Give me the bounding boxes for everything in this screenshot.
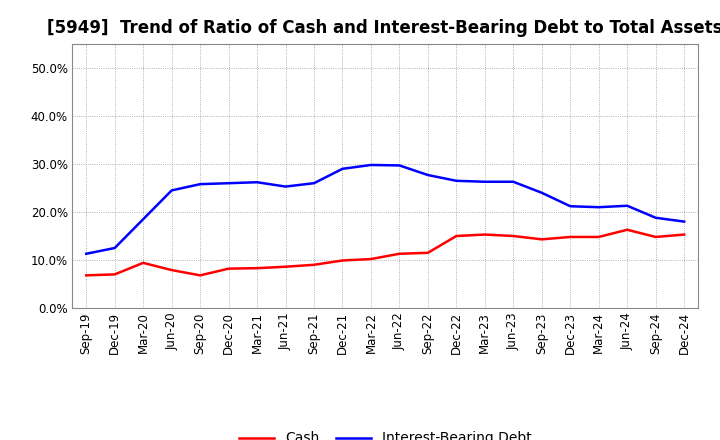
Cash (139, 260, 148, 265)
Cash (110, 272, 119, 277)
Interest-Bearing Debt (110, 246, 119, 251)
Cash (509, 233, 518, 238)
Interest-Bearing Debt (509, 179, 518, 184)
Cash (452, 233, 461, 238)
Cash (480, 232, 489, 237)
Line: Interest-Bearing Debt: Interest-Bearing Debt (86, 165, 684, 254)
Cash (623, 227, 631, 232)
Interest-Bearing Debt (423, 172, 432, 178)
Cash (680, 232, 688, 237)
Cash (167, 268, 176, 273)
Cash (395, 251, 404, 257)
Title: [5949]  Trend of Ratio of Cash and Interest-Bearing Debt to Total Assets: [5949] Trend of Ratio of Cash and Intere… (48, 19, 720, 37)
Interest-Bearing Debt (139, 216, 148, 222)
Cash (338, 258, 347, 263)
Interest-Bearing Debt (480, 179, 489, 184)
Cash (225, 266, 233, 271)
Cash (310, 262, 318, 268)
Interest-Bearing Debt (196, 182, 204, 187)
Cash (652, 235, 660, 240)
Interest-Bearing Debt (82, 251, 91, 257)
Interest-Bearing Debt (652, 215, 660, 220)
Cash (566, 235, 575, 240)
Interest-Bearing Debt (338, 166, 347, 172)
Interest-Bearing Debt (167, 188, 176, 193)
Interest-Bearing Debt (566, 204, 575, 209)
Interest-Bearing Debt (452, 178, 461, 183)
Interest-Bearing Debt (282, 184, 290, 189)
Cash (423, 250, 432, 256)
Cash (366, 257, 375, 262)
Cash (537, 237, 546, 242)
Interest-Bearing Debt (310, 180, 318, 186)
Cash (282, 264, 290, 269)
Cash (196, 273, 204, 278)
Interest-Bearing Debt (225, 180, 233, 186)
Interest-Bearing Debt (253, 180, 261, 185)
Interest-Bearing Debt (395, 163, 404, 168)
Interest-Bearing Debt (623, 203, 631, 209)
Line: Cash: Cash (86, 230, 684, 275)
Cash (595, 235, 603, 240)
Cash (253, 265, 261, 271)
Legend: Cash, Interest-Bearing Debt: Cash, Interest-Bearing Debt (233, 426, 537, 440)
Cash (82, 273, 91, 278)
Interest-Bearing Debt (366, 162, 375, 168)
Interest-Bearing Debt (537, 190, 546, 195)
Interest-Bearing Debt (680, 219, 688, 224)
Interest-Bearing Debt (595, 205, 603, 210)
